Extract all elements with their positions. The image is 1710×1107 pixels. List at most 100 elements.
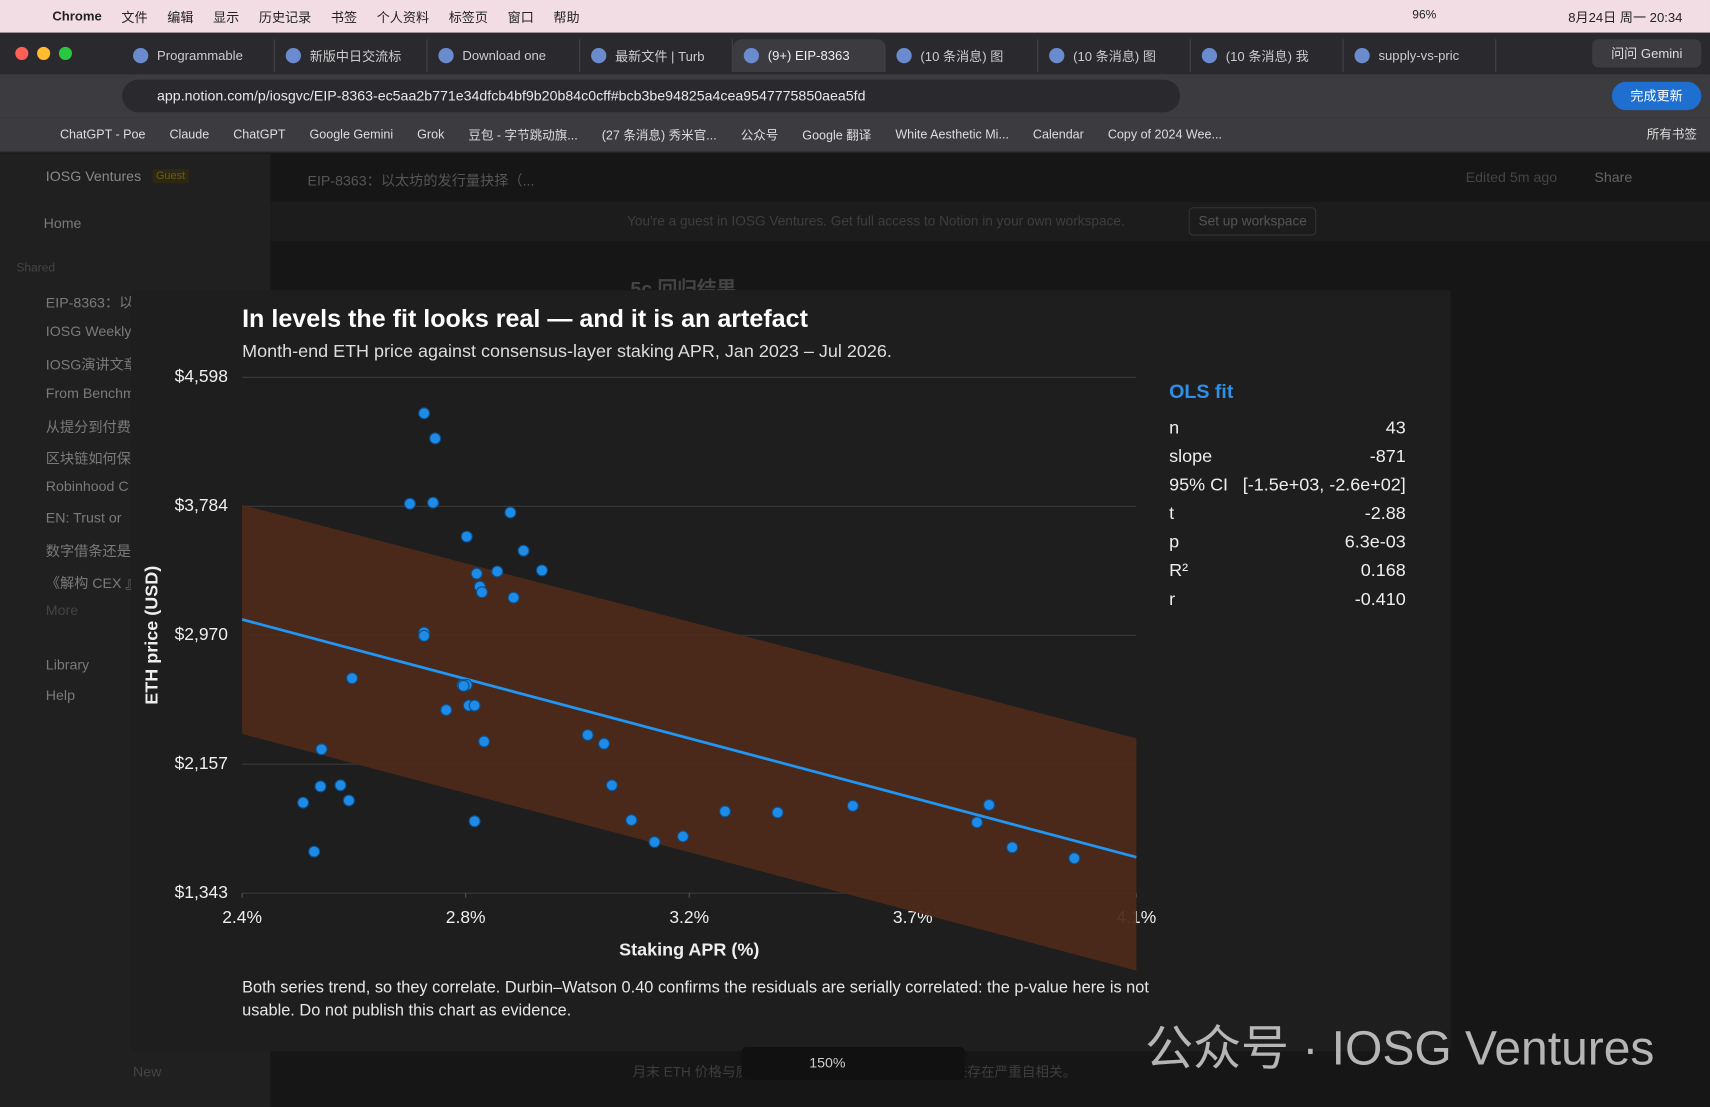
stat-value: -2.88	[1365, 503, 1406, 523]
help-link[interactable]: Help	[45, 687, 75, 704]
menu-item[interactable]: 窗口	[507, 9, 534, 25]
sidebar-page[interactable]: EIP-8363：以	[45, 294, 134, 311]
gemini-button[interactable]: 问问 Gemini	[1592, 39, 1702, 68]
sidebar-page[interactable]: 《解构 CEX 』	[45, 574, 140, 591]
sidebar-page[interactable]: IOSG Weekly	[45, 322, 132, 339]
menu-item[interactable]: 历史记录	[258, 9, 312, 25]
all-bookmarks[interactable]: 所有书签	[1646, 128, 1697, 142]
tab[interactable]: (10 条消息) 图	[1038, 39, 1191, 72]
bookmark[interactable]: (27 条消息) 秀米官...	[601, 129, 717, 143]
sidebar-page[interactable]: From Benchm	[45, 384, 135, 401]
data-point	[470, 567, 483, 580]
bookmark[interactable]: 公众号	[740, 129, 779, 143]
stat-value: 6.3e-03	[1345, 532, 1406, 552]
sidebar-page[interactable]: IOSG演讲文章	[45, 356, 138, 373]
sidebar-page[interactable]: 区块链如何保	[45, 449, 131, 467]
new-button[interactable]: New	[133, 1063, 162, 1080]
menu-item[interactable]: 显示	[213, 9, 240, 25]
data-point	[517, 544, 530, 557]
sidebar-page[interactable]: EN: Trust or	[45, 508, 122, 526]
menu-item[interactable]: 编辑	[167, 9, 194, 25]
bookmark[interactable]: Claude	[169, 128, 210, 142]
library-link[interactable]: Library	[45, 656, 90, 673]
bookmark[interactable]: ChatGPT - Poe	[59, 128, 146, 142]
bookmark[interactable]: Google Gemini	[309, 128, 394, 142]
workspace-name: IOSG Ventures	[45, 167, 142, 185]
minimize-button[interactable]	[37, 46, 51, 60]
menu-item[interactable]: 书签	[330, 9, 358, 25]
bookmark[interactable]: ChatGPT	[233, 128, 286, 142]
stats-title: OLS fit	[1169, 381, 1234, 403]
watermark: 公众号 · IOSG Ventures	[1145, 1021, 1655, 1076]
tab[interactable]: 最新文件 | Turb	[580, 39, 733, 72]
data-point	[314, 780, 327, 793]
more-link[interactable]: More	[45, 601, 79, 619]
share-button[interactable]: Share	[1594, 169, 1633, 186]
stat-value: [-1.5e+03, -2.6e+02]	[1243, 474, 1406, 494]
stat-name: 95% CI	[1169, 474, 1228, 494]
chart-caption: Both series trend, so they correlate. Du…	[242, 978, 1149, 1020]
bookmark[interactable]: 豆包 - 字节跳动旗...	[468, 129, 578, 143]
zoom-button[interactable]	[58, 46, 72, 60]
zoom-level[interactable]: 150%	[809, 1054, 846, 1071]
data-point	[970, 816, 983, 829]
bookmark[interactable]: Calendar	[1032, 128, 1084, 142]
stat-name: slope	[1169, 446, 1212, 466]
address-bar[interactable]: app.notion.com/p/iosgvc/EIP-8363-ec5aa2b…	[122, 79, 1180, 113]
data-point	[507, 591, 520, 604]
setup-button[interactable]: Set up workspace	[1188, 207, 1317, 236]
sidebar-page[interactable]: Robinhood C	[45, 477, 129, 495]
data-point	[346, 672, 359, 685]
section-label: Shared	[16, 261, 56, 275]
data-point	[1068, 852, 1081, 865]
tab[interactable]: supply-vs-pric	[1344, 39, 1497, 72]
tab[interactable]: (9+) EIP-8363	[732, 39, 886, 72]
stat-value: 43	[1386, 417, 1406, 437]
y-tick-label: $1,343	[175, 882, 228, 902]
data-point	[460, 530, 473, 543]
stat-name: r	[1169, 589, 1175, 609]
sidebar-page[interactable]: 从提分到付费	[45, 418, 131, 436]
bookmark[interactable]: Copy of 2024 Wee...	[1107, 128, 1222, 142]
menu-item[interactable]: 文件	[121, 9, 148, 25]
tab-bar: Programmable 新版中日交流标 Download one 最新文件 | Tu…	[0, 32, 1710, 75]
update-button[interactable]: 完成更新	[1611, 81, 1702, 111]
data-point	[504, 506, 517, 519]
data-point	[418, 407, 431, 420]
clock: 8月24日 周一 20:34	[1568, 9, 1683, 26]
data-point	[625, 814, 638, 827]
menu-item[interactable]: 标签页	[448, 9, 488, 25]
data-point	[475, 586, 488, 599]
data-point	[676, 830, 689, 843]
data-point	[297, 796, 310, 809]
y-axis-label: ETH price (USD)	[141, 566, 161, 705]
tab[interactable]: (10 条消息) 我	[1191, 39, 1344, 72]
data-point	[598, 737, 611, 750]
bookmark[interactable]: Google 翻译	[802, 129, 872, 143]
bookmark[interactable]: White Aesthetic Mi...	[895, 128, 1009, 142]
data-point	[315, 743, 328, 756]
app-menu[interactable]: Chrome	[52, 8, 102, 24]
battery: 96%	[1412, 8, 1437, 22]
tab[interactable]: Programmable	[122, 39, 275, 72]
data-point	[581, 729, 594, 742]
home-link[interactable]: Home	[43, 214, 82, 232]
zoom-toolbar: 150%	[741, 1046, 966, 1080]
bookmark[interactable]: Grok	[417, 128, 445, 142]
data-point	[719, 805, 732, 818]
data-point	[429, 432, 442, 445]
tab[interactable]: Download one	[427, 39, 581, 72]
menu-item[interactable]: 帮助	[553, 9, 580, 25]
data-point	[342, 794, 355, 807]
tab[interactable]: 新版中日交流标	[275, 39, 428, 72]
sidebar-page[interactable]: 数字借条还是	[45, 543, 131, 560]
menu-item[interactable]: 个人资料	[376, 9, 430, 25]
stat-name: R²	[1169, 560, 1188, 580]
guest-badge: Guest	[152, 169, 189, 184]
y-tick-label: $2,970	[175, 624, 229, 644]
tab[interactable]: (10 条消息) 图	[886, 39, 1039, 72]
close-button[interactable]	[15, 46, 29, 60]
data-point	[983, 798, 996, 811]
y-tick-label: $3,784	[175, 495, 229, 515]
data-point	[491, 565, 504, 578]
